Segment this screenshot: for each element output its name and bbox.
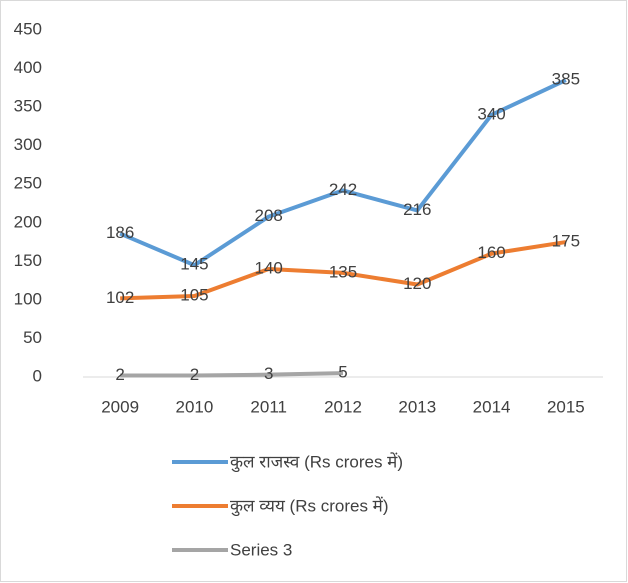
y-tick-label: 400	[14, 58, 42, 77]
x-tick-label: 2010	[176, 397, 214, 416]
series-line	[119, 78, 567, 268]
y-tick-label: 450	[14, 19, 42, 38]
y-tick-label: 100	[14, 289, 42, 308]
x-tick-label: 2013	[398, 397, 436, 416]
x-tick-label: 2009	[101, 397, 139, 416]
y-tick-label: 350	[14, 97, 42, 116]
legend-label: Series 3	[230, 540, 292, 559]
data-label: 105	[180, 286, 208, 305]
x-tick-label: 2014	[473, 397, 511, 416]
legend-label: कुल व्यय (Rs crores में)	[230, 495, 389, 516]
data-label: 385	[552, 70, 580, 89]
y-tick-label: 200	[14, 212, 42, 231]
data-label: 160	[477, 243, 505, 262]
series-line	[120, 240, 567, 301]
data-label: 120	[403, 274, 431, 293]
series-line	[120, 371, 344, 378]
y-tick-label: 0	[33, 366, 42, 385]
y-tick-label: 250	[14, 174, 42, 193]
data-label: 2	[190, 365, 199, 384]
data-label: 340	[477, 104, 505, 123]
data-label: 102	[106, 288, 134, 307]
data-label: 186	[106, 223, 134, 242]
data-label: 216	[403, 200, 431, 219]
legend-label: कुल राजस्व (Rs crores में)	[230, 451, 403, 472]
y-tick-label: 300	[14, 135, 42, 154]
data-label: 5	[338, 363, 347, 382]
data-label: 135	[329, 262, 357, 281]
y-tick-label: 50	[23, 328, 42, 347]
x-tick-label: 2012	[324, 397, 362, 416]
data-label: 3	[264, 364, 273, 383]
data-label: 145	[180, 255, 208, 274]
data-label: 208	[255, 206, 283, 225]
y-tick-label: 150	[14, 251, 42, 270]
x-tick-label: 2015	[547, 397, 585, 416]
data-label: 2	[115, 365, 124, 384]
data-label: 140	[255, 259, 283, 278]
data-label: 242	[329, 180, 357, 199]
x-tick-label: 2011	[250, 397, 287, 416]
data-label: 175	[552, 232, 580, 251]
